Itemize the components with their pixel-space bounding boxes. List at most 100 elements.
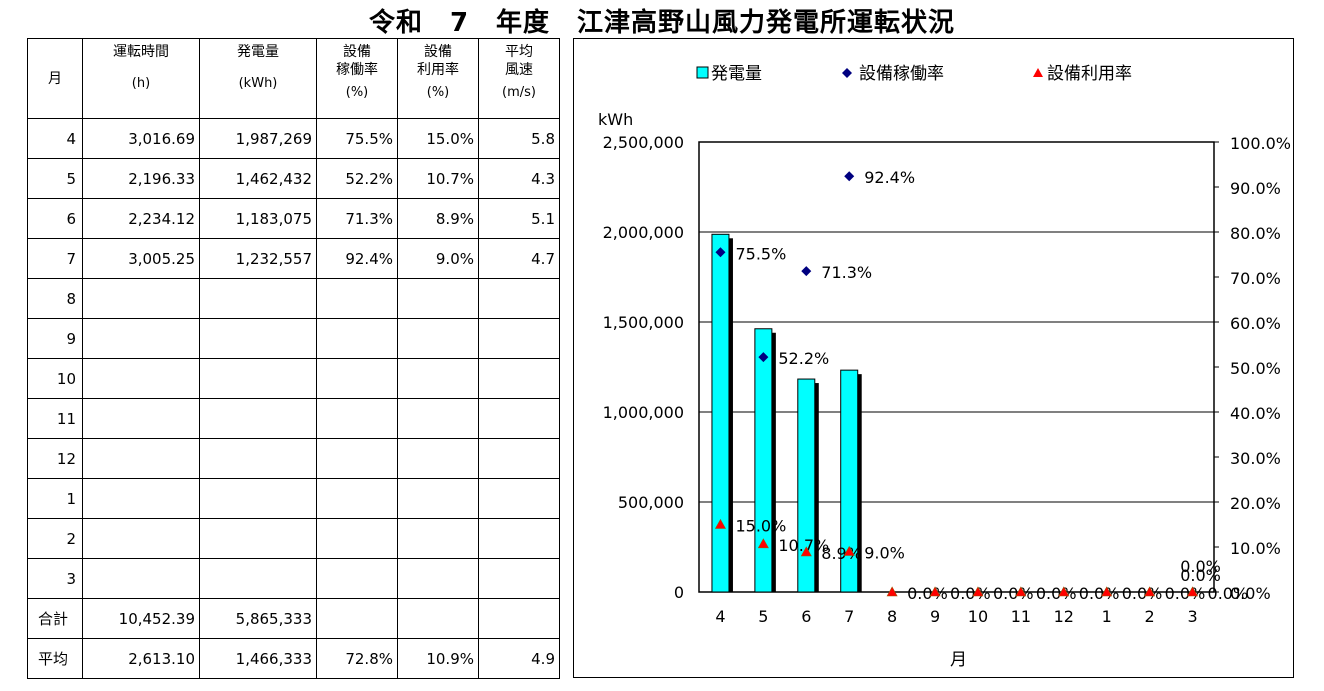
utilization-marker — [1187, 586, 1199, 597]
cell-month: 6 — [27, 198, 83, 239]
cell-utilization — [397, 278, 479, 319]
cell-energy — [199, 358, 317, 399]
cell-availability: 71.3% — [316, 198, 398, 239]
cell-availability: 75.5% — [316, 118, 398, 159]
cell-hours: 2,196.33 — [82, 158, 200, 199]
x-tick-label: 7 — [844, 607, 854, 626]
legend-swatch-triangle — [1033, 68, 1043, 77]
utilization-marker — [1144, 586, 1156, 597]
right-tick-label: 70.0% — [1230, 269, 1281, 288]
utilization-marker — [843, 545, 855, 556]
cell-month: 5 — [27, 158, 83, 199]
header-availability: 設備 稼働率 (%) — [316, 38, 398, 119]
cell-energy: 1,462,432 — [199, 158, 317, 199]
left-tick-label: 500,000 — [618, 493, 684, 512]
right-tick-label: 100.0% — [1230, 134, 1291, 153]
availability-label: 52.2% — [778, 349, 829, 368]
x-tick-label: 11 — [1011, 607, 1031, 626]
header-energy-unit: (kWh) — [238, 76, 278, 91]
utilization-label: 0.0% — [993, 584, 1034, 603]
x-tick-label: 3 — [1187, 607, 1197, 626]
legend-label: 設備稼働率 — [859, 64, 944, 84]
cell-wind: 5.1 — [478, 198, 560, 239]
cell-wind — [478, 558, 560, 599]
cell-wind — [478, 438, 560, 479]
cell-energy — [199, 558, 317, 599]
cell-availability — [316, 278, 398, 319]
cell-hours: 3,005.25 — [82, 238, 200, 279]
cell-wind — [478, 518, 560, 559]
header-hours: 運転時間 (h) — [82, 38, 200, 119]
x-tick-label: 6 — [801, 607, 811, 626]
cell-utilization — [397, 558, 479, 599]
x-tick-label: 8 — [887, 607, 897, 626]
plot-area — [698, 141, 1215, 593]
cell-energy — [199, 398, 317, 439]
total-hours: 10,452.39 — [82, 598, 200, 639]
average-label: 平均 — [27, 638, 83, 679]
average-utilization: 10.9% — [397, 638, 479, 679]
right-tick-label: 40.0% — [1230, 404, 1281, 423]
header-wind-l1: 平均 — [505, 44, 533, 60]
cell-wind — [478, 478, 560, 519]
right-tick-label: 0.0% — [1230, 584, 1271, 603]
cell-utilization: 10.7% — [397, 158, 479, 199]
cell-hours — [82, 318, 200, 359]
cell-month: 4 — [27, 118, 83, 159]
right-tick-label: 80.0% — [1230, 224, 1281, 243]
header-utilization-unit: (%) — [426, 85, 450, 100]
cell-utilization — [397, 438, 479, 479]
utilization-marker — [757, 538, 769, 549]
left-axis-unit: kWh — [598, 110, 633, 129]
average-hours: 2,613.10 — [82, 638, 200, 679]
utilization-marker — [929, 586, 941, 597]
availability-marker — [715, 247, 726, 258]
cell-month: 3 — [27, 558, 83, 599]
total-wind — [478, 598, 560, 639]
table-row: 4 3,016.69 1,987,269 75.5% 15.0% 5.8 — [27, 118, 560, 159]
right-tick-label: 20.0% — [1230, 494, 1281, 513]
header-hours-label: 運転時間 — [113, 44, 169, 60]
header-availability-unit: (%) — [345, 85, 369, 100]
cell-hours: 2,234.12 — [82, 198, 200, 239]
header-utilization-l1: 設備 — [424, 44, 452, 60]
table-row: 10 — [27, 358, 560, 399]
header-wind: 平均 風速 (m/s) — [478, 38, 560, 119]
utilization-label: 0.0% — [950, 584, 991, 603]
generation-chart: 0 500,000 1,000,000 1,500,000 2,000,000 2,500… — [598, 64, 1291, 670]
cell-hours — [82, 358, 200, 399]
utilization-marker — [886, 586, 898, 597]
cell-utilization — [397, 478, 479, 519]
cell-month: 10 — [27, 358, 83, 399]
cell-energy — [199, 278, 317, 319]
x-tick-label: 5 — [758, 607, 768, 626]
x-tick-label: 4 — [715, 607, 725, 626]
cell-energy — [199, 438, 317, 479]
bar — [711, 233, 730, 593]
operation-table: 月 運転時間 (h) 発電量 (kWh) 設備 稼働率 (%) 設備 利用率 (… — [27, 38, 560, 679]
utilization-label: 0.0% — [1122, 584, 1163, 603]
header-hours-unit: (h) — [131, 76, 151, 91]
header-availability-l2: 稼働率 — [336, 62, 378, 78]
bar — [754, 328, 773, 593]
cell-energy: 1,183,075 — [199, 198, 317, 239]
table-row: 9 — [27, 318, 560, 359]
cell-utilization — [397, 518, 479, 559]
cell-wind — [478, 318, 560, 359]
cell-hours — [82, 278, 200, 319]
total-utilization — [397, 598, 479, 639]
cell-energy — [199, 318, 317, 359]
cell-hours — [82, 438, 200, 479]
chart-container: 0 500,000 1,000,000 1,500,000 2,000,000 2,500… — [573, 38, 1294, 678]
header-wind-l2: 風速 — [505, 62, 533, 78]
cell-hours — [82, 518, 200, 559]
cell-month: 9 — [27, 318, 83, 359]
right-tick-label: 30.0% — [1230, 449, 1281, 468]
cell-availability — [316, 398, 398, 439]
availability-label: 92.4% — [864, 168, 915, 187]
header-energy: 発電量 (kWh) — [199, 38, 317, 119]
table-row: 2 — [27, 518, 560, 559]
legend-swatch-bar — [696, 66, 709, 79]
right-tick-label: 60.0% — [1230, 314, 1281, 333]
cell-month: 11 — [27, 398, 83, 439]
